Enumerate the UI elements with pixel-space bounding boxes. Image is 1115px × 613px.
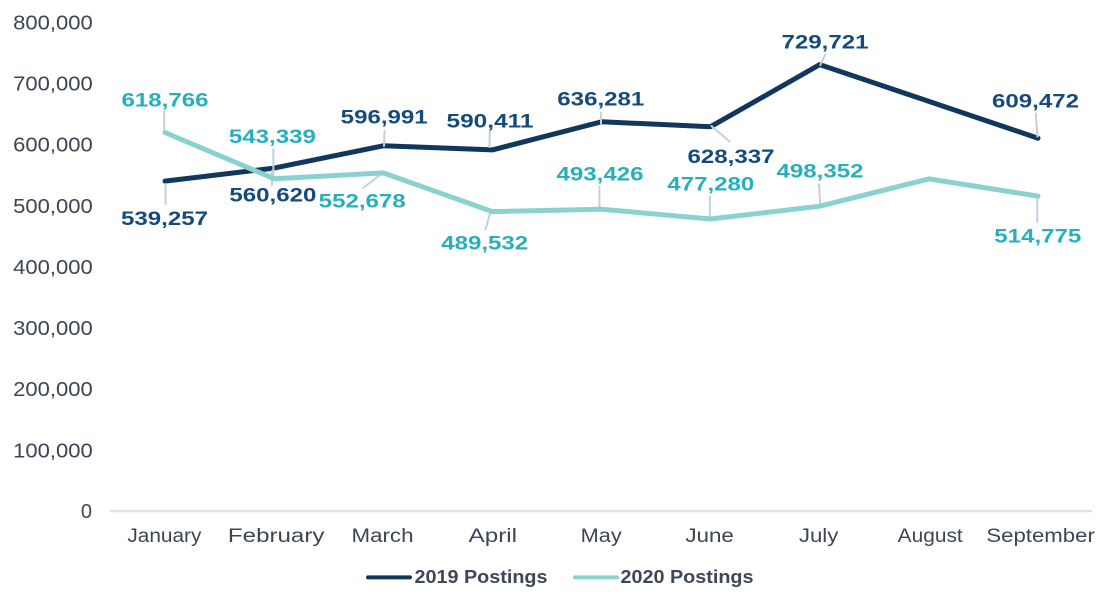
svg-text:January: January: [127, 526, 202, 547]
svg-text:493,426: 493,426: [557, 165, 644, 186]
svg-text:636,281: 636,281: [557, 90, 645, 111]
svg-text:543,339: 543,339: [229, 127, 316, 148]
svg-text:200,000: 200,000: [13, 379, 93, 401]
svg-text:February: February: [228, 526, 325, 547]
svg-text:489,532: 489,532: [441, 233, 528, 254]
svg-text:500,000: 500,000: [13, 196, 93, 218]
svg-text:590,411: 590,411: [447, 112, 535, 133]
svg-text:0: 0: [81, 501, 92, 523]
svg-text:May: May: [581, 526, 623, 547]
svg-text:April: April: [469, 526, 518, 547]
svg-text:June: June: [685, 526, 734, 547]
svg-text:800,000: 800,000: [13, 12, 93, 34]
svg-text:2019 Postings: 2019 Postings: [415, 567, 548, 587]
svg-text:498,352: 498,352: [777, 161, 864, 182]
svg-text:618,766: 618,766: [122, 91, 209, 112]
svg-text:514,775: 514,775: [994, 226, 1082, 247]
svg-text:539,257: 539,257: [121, 209, 208, 230]
svg-text:596,991: 596,991: [341, 107, 429, 128]
svg-text:552,678: 552,678: [319, 192, 406, 213]
svg-text:300,000: 300,000: [13, 318, 93, 340]
svg-text:628,337: 628,337: [688, 147, 775, 168]
svg-text:609,472: 609,472: [992, 92, 1079, 113]
svg-text:600,000: 600,000: [13, 135, 93, 157]
svg-text:400,000: 400,000: [13, 257, 93, 279]
svg-text:477,280: 477,280: [667, 175, 754, 196]
svg-text:700,000: 700,000: [13, 74, 93, 96]
svg-text:100,000: 100,000: [13, 440, 93, 462]
svg-text:July: July: [799, 526, 839, 547]
svg-text:729,721: 729,721: [782, 33, 870, 54]
svg-text:560,620: 560,620: [229, 185, 316, 206]
svg-text:August: August: [898, 526, 964, 547]
svg-text:March: March: [352, 526, 414, 547]
svg-text:September: September: [986, 526, 1095, 547]
svg-text:2020 Postings: 2020 Postings: [621, 567, 754, 587]
